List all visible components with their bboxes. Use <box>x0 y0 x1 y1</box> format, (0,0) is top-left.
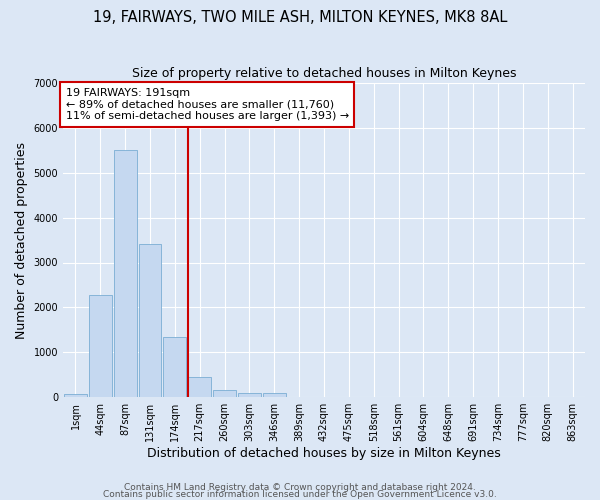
X-axis label: Distribution of detached houses by size in Milton Keynes: Distribution of detached houses by size … <box>147 447 501 460</box>
Text: 19 FAIRWAYS: 191sqm
← 89% of detached houses are smaller (11,760)
11% of semi-de: 19 FAIRWAYS: 191sqm ← 89% of detached ho… <box>65 88 349 121</box>
Bar <box>64 394 87 397</box>
Text: 19, FAIRWAYS, TWO MILE ASH, MILTON KEYNES, MK8 8AL: 19, FAIRWAYS, TWO MILE ASH, MILTON KEYNE… <box>93 10 507 25</box>
Bar <box>188 377 211 397</box>
Bar <box>263 394 286 397</box>
Bar <box>114 150 137 397</box>
Bar <box>163 337 187 397</box>
Y-axis label: Number of detached properties: Number of detached properties <box>15 142 28 338</box>
Bar <box>238 394 261 397</box>
Bar <box>139 244 161 397</box>
Title: Size of property relative to detached houses in Milton Keynes: Size of property relative to detached ho… <box>132 68 516 80</box>
Bar <box>89 295 112 397</box>
Text: Contains public sector information licensed under the Open Government Licence v3: Contains public sector information licen… <box>103 490 497 499</box>
Text: Contains HM Land Registry data © Crown copyright and database right 2024.: Contains HM Land Registry data © Crown c… <box>124 484 476 492</box>
Bar <box>213 390 236 397</box>
